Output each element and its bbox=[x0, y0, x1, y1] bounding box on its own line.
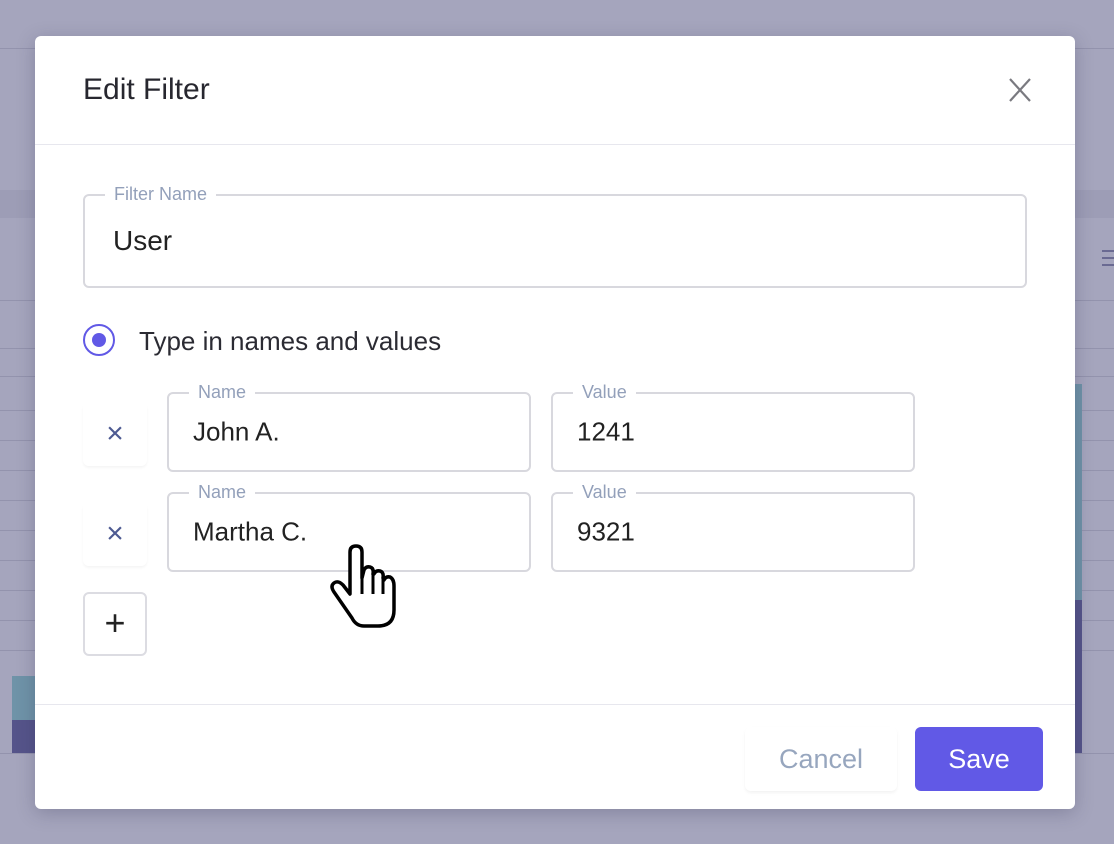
value-value: 9321 bbox=[577, 516, 635, 547]
filter-name-value: User bbox=[113, 225, 173, 256]
add-row-button[interactable]: + bbox=[83, 592, 147, 656]
cancel-button[interactable]: Cancel bbox=[745, 727, 897, 791]
filter-name-label: Filter Name bbox=[105, 184, 217, 205]
save-button[interactable]: Save bbox=[915, 727, 1043, 791]
modal-footer: Cancel Save bbox=[35, 704, 1075, 809]
value-label: Value bbox=[573, 482, 636, 503]
bg-bar bbox=[1075, 600, 1082, 753]
remove-row-button[interactable]: × bbox=[83, 402, 147, 466]
name-label: Name bbox=[189, 382, 256, 403]
type-in-radio-label: Type in names and values bbox=[139, 326, 442, 356]
bg-bar bbox=[1075, 384, 1082, 600]
modal-title: Edit Filter bbox=[83, 73, 210, 106]
name-value: John A. bbox=[193, 416, 280, 447]
type-in-radio[interactable] bbox=[83, 324, 115, 356]
value-label: Value bbox=[573, 382, 636, 403]
name-field[interactable]: Name John A. bbox=[167, 382, 531, 472]
hand-cursor-icon bbox=[328, 544, 402, 637]
name-value: Martha C. bbox=[193, 516, 308, 547]
name-label: Name bbox=[189, 482, 256, 503]
close-icon[interactable] bbox=[1005, 74, 1035, 106]
value-field[interactable]: Value 1241 bbox=[551, 382, 915, 472]
value-value: 1241 bbox=[577, 416, 635, 447]
value-field[interactable]: Value 9321 bbox=[551, 482, 915, 572]
edit-filter-modal: Edit Filter Filter Name User Type in nam… bbox=[35, 36, 1075, 809]
menu-icon bbox=[1102, 250, 1114, 271]
filter-name-field[interactable]: Filter Name User bbox=[83, 184, 1027, 288]
remove-row-button[interactable]: × bbox=[83, 502, 147, 566]
modal-header: Edit Filter bbox=[35, 36, 1075, 145]
bg-bar bbox=[12, 720, 36, 753]
bg-bar bbox=[12, 676, 36, 720]
